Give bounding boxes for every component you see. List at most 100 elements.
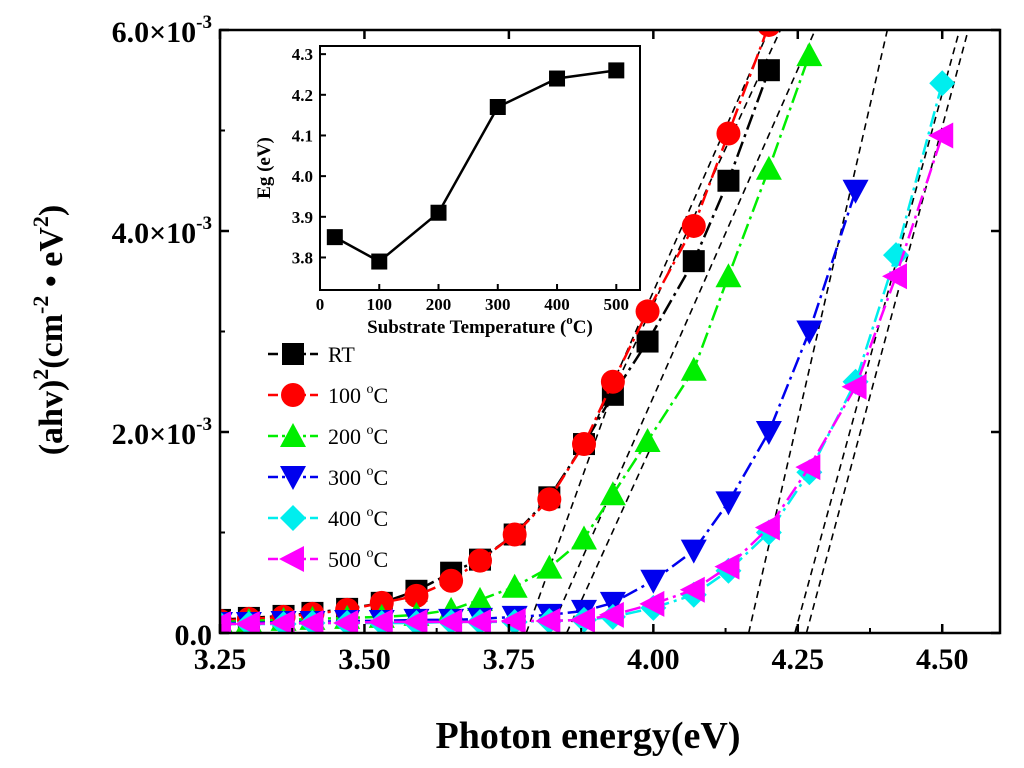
marker-triangle-up (501, 573, 528, 598)
y-tick-mantissa: 2.0×10 (112, 418, 197, 451)
marker-triangle-up (467, 586, 493, 611)
x-axis-title: Photon energy(eV) (436, 715, 741, 757)
inset-chart: 0 100 200 300 400 500 3.8 3.9 4.0 4.1 4.2 4.3 Substr… (254, 45, 641, 338)
y-tick-exponent: -3 (196, 414, 212, 435)
marker-triangle-up (715, 263, 742, 288)
y-tick-label: 0.0 (175, 619, 213, 652)
marker-triangle-left (535, 607, 561, 633)
inset-x-tick-label: 300 (485, 295, 511, 314)
inset-x-tick-label: 500 (604, 295, 630, 314)
marker-circle (635, 299, 660, 324)
y-tick-mantissa: 0.0 (175, 619, 213, 652)
legend-label: 200 oC (328, 423, 388, 449)
legend-name: 400 (328, 506, 367, 531)
y-title-exp2: -2 (28, 296, 53, 314)
marker-circle (537, 487, 562, 512)
marker-triangle-left (570, 606, 595, 633)
y-tick-mantissa: 6.0×10 (112, 16, 197, 49)
y-title-dot: • eV (33, 227, 70, 296)
marker-triangle-up (680, 356, 707, 381)
y-tick-label: 2.0×10-3 (112, 414, 212, 451)
x-tick-label: 4.00 (627, 643, 680, 676)
inset-y-title: Eg (eV) (254, 137, 275, 199)
marker-diamond (883, 242, 909, 269)
legend-label: 400 oC (328, 505, 388, 531)
tangent-line (548, 30, 816, 633)
legend-degree: o (367, 382, 374, 397)
inset-x-tick-label: 0 (316, 295, 325, 314)
marker-diamond (929, 70, 956, 97)
marker-square (282, 343, 304, 365)
inset-point (430, 204, 447, 221)
plot-area (220, 30, 969, 633)
y-title-mid: (cm (33, 314, 70, 369)
marker-triangle-down (599, 591, 626, 616)
inset-y-tick-label: 3.9 (292, 208, 313, 227)
marker-triangle-down (715, 491, 742, 516)
marker-square (757, 59, 780, 82)
marker-circle (757, 30, 780, 37)
inset-y-tick-label: 3.8 (292, 248, 313, 267)
y-title-base: (ahv) (33, 380, 70, 456)
marker-circle (502, 522, 527, 547)
legend-unit: C (374, 547, 389, 572)
legend-label: 100 oC (328, 382, 388, 408)
series-5 (220, 122, 954, 633)
inset-x-tick-label: 200 (426, 295, 452, 314)
y-tick-mantissa: 4.0×10 (112, 217, 197, 250)
svg-text:(ahv)2(cm-2 • eV2): (ahv)2(cm-2 • eV2) (28, 205, 70, 456)
marker-triangle-down (640, 569, 667, 594)
legend-name: RT (328, 342, 355, 367)
inset-point (371, 253, 388, 270)
inset-x-title: Substrate Temperature (oC) (367, 312, 593, 338)
y-tick-label: 6.0×10-3 (112, 12, 212, 49)
legend-unit: C (374, 424, 389, 449)
inset-y-tick-label: 4.1 (292, 126, 313, 145)
marker-triangle-left (841, 373, 867, 400)
y-axis-title: (ahv)2(cm-2 • eV2) (28, 205, 70, 456)
marker-circle (468, 548, 492, 573)
inset-frame (319, 45, 641, 291)
marker-circle (281, 383, 305, 407)
marker-triangle-up (755, 155, 782, 180)
marker-triangle-up (280, 423, 306, 447)
inset-x-title-text: Substrate Temperature ( (367, 317, 566, 338)
marker-triangle-left (333, 609, 359, 633)
marker-square (636, 330, 659, 353)
x-tick-label: 3.50 (338, 643, 391, 676)
tangent-line (565, 441, 655, 633)
inset-x-title-sup: o (566, 312, 573, 327)
marker-triangle-down (796, 320, 823, 345)
marker-circle (681, 213, 706, 238)
marker-triangle-up (599, 481, 626, 506)
inset-y-tick-label: 4.2 (292, 86, 313, 105)
marker-triangle-left (714, 553, 740, 580)
marker-triangle-left (279, 546, 304, 572)
marker-circle (369, 590, 394, 615)
marker-triangle-down (842, 179, 869, 204)
inset-point (326, 229, 343, 246)
marker-triangle-down (755, 421, 782, 445)
y-tick-exponent: -3 (196, 213, 212, 234)
legend-name: 200 (328, 424, 367, 449)
y-tick-exponent: -3 (196, 12, 212, 33)
marker-triangle-up (571, 525, 597, 550)
marker-circle (404, 583, 429, 608)
legend-name: 500 (328, 547, 367, 572)
marker-circle (716, 121, 741, 146)
legend-degree: o (367, 423, 374, 438)
legend-label: 500 oC (328, 546, 388, 572)
inset-x-title-end: C) (573, 317, 593, 338)
y-title-exp1: 2 (28, 369, 53, 380)
legend-degree: o (367, 464, 374, 479)
x-tick-label: 4.25 (772, 643, 825, 676)
inset-y-tick-label: 4.3 (292, 45, 313, 64)
inset-point (549, 70, 566, 87)
legend-label: RT (328, 342, 355, 367)
inset-point (608, 62, 625, 79)
marker-triangle-left (500, 607, 526, 633)
tangent-line (525, 391, 614, 633)
y-title-exp3: 2 (28, 216, 53, 227)
